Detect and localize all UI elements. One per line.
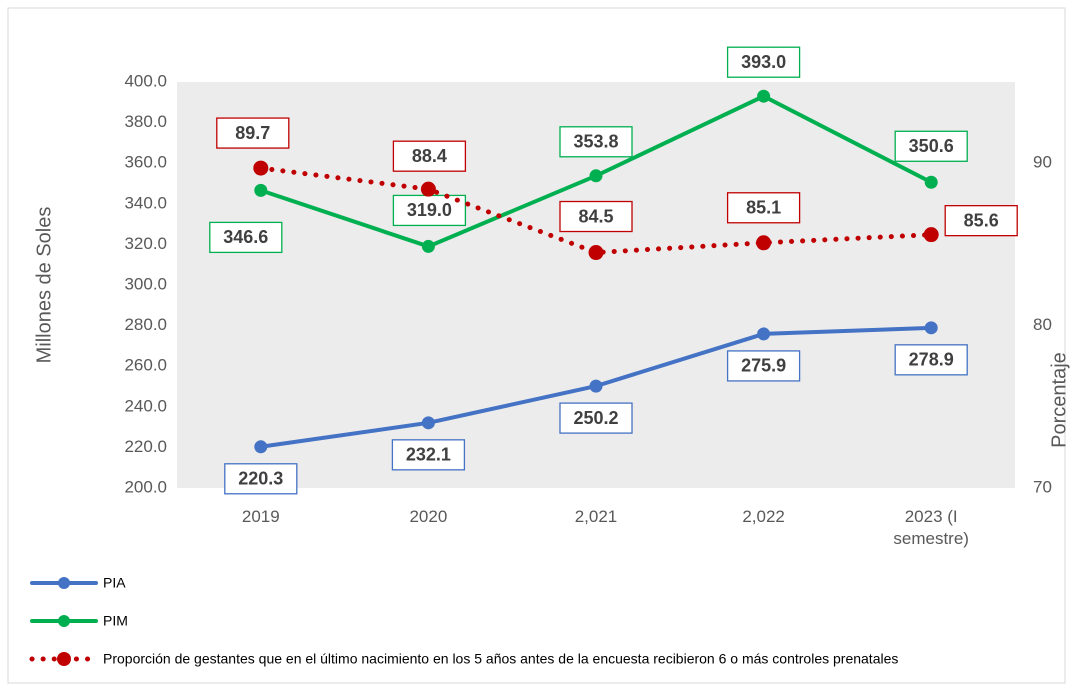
data-label-box	[391, 439, 466, 471]
data-label-box	[559, 126, 633, 158]
x-tick-label: 2020	[409, 507, 448, 526]
data-point	[421, 239, 435, 253]
y-tick-label: 280.0	[124, 315, 167, 334]
data-label: 88.4	[412, 146, 447, 166]
y-axis-title: Millones de Soles	[33, 207, 55, 364]
y2-tick-label: 70	[1033, 477, 1052, 496]
data-label: 84.5	[578, 206, 613, 226]
y-tick-label: 320.0	[124, 234, 167, 253]
data-point	[420, 181, 436, 197]
y-tick-label: 200.0	[124, 477, 167, 496]
data-label-box	[559, 402, 633, 434]
legend-marker	[58, 615, 70, 627]
data-label: 232.1	[406, 445, 451, 465]
y-tick-label: 240.0	[124, 396, 167, 415]
x-tick-label: 2023 (I semestre)	[893, 507, 969, 548]
data-point	[254, 183, 268, 197]
data-label: 85.6	[964, 210, 999, 230]
data-point	[756, 235, 772, 251]
data-point	[924, 321, 938, 335]
legend-label: Proporción de gestantes que en el último…	[103, 651, 898, 667]
series-line	[258, 165, 934, 256]
data-label: 89.7	[235, 123, 270, 143]
legend-label: PIA	[103, 575, 126, 591]
data-label-box	[944, 205, 1018, 237]
data-point	[924, 175, 938, 189]
data-label: 346.6	[223, 227, 268, 247]
data-label-box	[392, 140, 467, 172]
data-point	[589, 169, 603, 183]
data-label: 350.6	[909, 136, 954, 156]
data-point	[588, 245, 604, 261]
data-label: 278.9	[909, 350, 954, 370]
data-label: 319.0	[407, 200, 452, 220]
y-tick-label: 220.0	[124, 437, 167, 456]
legend-marker	[58, 577, 70, 589]
data-label-box	[894, 344, 968, 376]
legend-marker	[57, 652, 71, 666]
data-label-box	[726, 350, 801, 382]
x-tick-label: 2019	[241, 507, 280, 526]
data-point	[421, 416, 435, 430]
data-label: 353.8	[573, 132, 618, 152]
data-label: 275.9	[741, 356, 786, 376]
data-label-box	[216, 117, 290, 149]
data-label-box	[726, 192, 801, 224]
x-tick-label: 2,022	[742, 507, 785, 526]
data-label: 250.2	[573, 408, 618, 428]
y-tick-label: 340.0	[124, 193, 167, 212]
data-label: 393.0	[741, 52, 786, 72]
y-tick-label: 400.0	[124, 71, 167, 90]
y-tick-label: 380.0	[124, 112, 167, 131]
data-label-box	[209, 221, 283, 254]
data-label-box	[392, 194, 467, 227]
data-point	[923, 227, 939, 243]
y2-tick-label: 90	[1033, 153, 1052, 172]
data-point	[589, 379, 603, 393]
data-point	[757, 89, 771, 103]
y-tick-label: 300.0	[124, 274, 167, 293]
data-point	[254, 440, 268, 454]
legend-label: PIM	[103, 613, 128, 629]
data-label: 85.1	[746, 198, 781, 218]
data-point	[757, 327, 771, 341]
data-label: 220.3	[238, 469, 283, 489]
x-tick-label: 2,021	[574, 507, 618, 526]
data-point	[253, 160, 269, 176]
y2-axis-title: Porcentaje	[1048, 352, 1070, 448]
data-label-box	[224, 463, 298, 495]
y-tick-label: 360.0	[124, 153, 167, 172]
data-label-box	[726, 46, 801, 78]
y-tick-label: 260.0	[124, 356, 167, 375]
data-label-box	[894, 130, 968, 162]
data-label-box	[559, 200, 633, 233]
y2-tick-label: 80	[1033, 315, 1052, 334]
